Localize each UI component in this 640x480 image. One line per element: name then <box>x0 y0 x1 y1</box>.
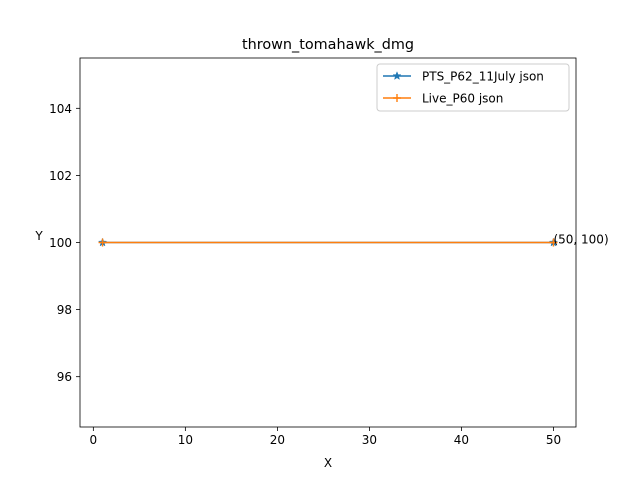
y-tick-label: 100 <box>49 236 72 250</box>
annotations: (50, 100) <box>553 233 608 247</box>
series-2-point <box>98 238 107 247</box>
legend-box <box>376 63 570 112</box>
legend-entries: PTS_P62_11July json Live_P60 json <box>383 70 544 106</box>
legend-marker-2 <box>393 94 401 102</box>
x-tick-label: 50 <box>546 433 561 447</box>
y-tick-label: 96 <box>57 370 72 384</box>
plot-area <box>97 237 559 247</box>
x-tick-label: 0 <box>90 433 98 447</box>
point-annotation: (50, 100) <box>553 233 608 247</box>
x-tick-label: 20 <box>270 433 285 447</box>
y-axis-label: Y <box>34 229 43 243</box>
y-tick-label: 102 <box>49 169 72 183</box>
legend-label-2: Live_P60 json <box>422 92 503 106</box>
x-tick-label: 30 <box>362 433 377 447</box>
x-axis-label: X <box>324 456 332 470</box>
series-2-point <box>549 238 558 247</box>
y-tick-label: 98 <box>57 303 72 317</box>
legend-label-1: PTS_P62_11July json <box>422 70 544 84</box>
x-tick-label: 10 <box>178 433 193 447</box>
y-tick-label: 104 <box>49 102 72 116</box>
legend: PTS_P62_11July json Live_P60 json <box>376 63 570 112</box>
axes: 0 10 20 30 40 50 96 98 100 102 104 <box>49 57 577 447</box>
x-tick-label: 40 <box>454 433 469 447</box>
chart-title: thrown_tomahawk_dmg <box>242 37 414 53</box>
legend-marker-1 <box>392 71 402 80</box>
